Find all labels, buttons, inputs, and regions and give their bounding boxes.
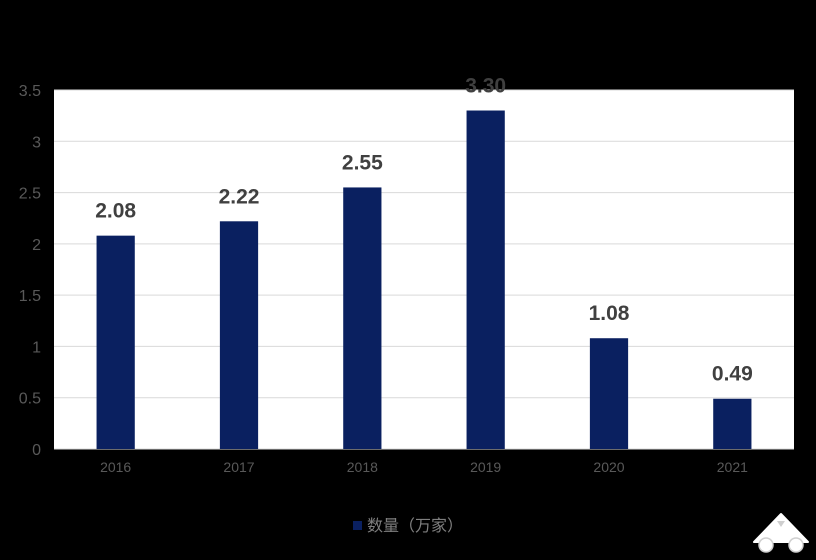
y-tick-label: 3.5 bbox=[19, 83, 41, 100]
plot-area bbox=[54, 90, 794, 449]
y-tick-label: 0.5 bbox=[19, 391, 41, 408]
x-tick-label: 2021 bbox=[717, 459, 748, 475]
y-tick-label: 1.5 bbox=[19, 288, 41, 305]
bar-2018 bbox=[343, 187, 382, 449]
bars bbox=[96, 110, 752, 449]
data-label-2019: 3.30 bbox=[465, 75, 506, 98]
gridlines bbox=[54, 89, 794, 450]
y-tick-label: 2 bbox=[32, 237, 41, 254]
data-label-2016: 2.08 bbox=[95, 200, 136, 223]
y-tick-label: 3 bbox=[32, 134, 41, 151]
bar-2017 bbox=[219, 221, 259, 449]
x-tick-label: 2017 bbox=[223, 459, 254, 475]
car-watermark-icon bbox=[753, 513, 809, 553]
bar-2016 bbox=[96, 235, 135, 449]
data-label-2018: 2.55 bbox=[342, 151, 383, 174]
bar-2021 bbox=[713, 398, 752, 449]
legend: 数量（万家） bbox=[0, 517, 816, 537]
data-label-2021: 0.49 bbox=[712, 363, 753, 386]
x-tick-label: 2018 bbox=[347, 459, 378, 475]
x-tick-label: 2020 bbox=[593, 459, 624, 475]
bar-2019 bbox=[466, 110, 505, 449]
data-labels: 2.08 2.22 2.55 3.30 1.08 0.49 bbox=[95, 75, 753, 386]
y-tick-label: 1 bbox=[32, 339, 41, 356]
legend-label: 数量（万家） bbox=[366, 518, 463, 535]
x-axis-ticks: 2016 2017 2018 2019 2020 2021 bbox=[100, 459, 748, 475]
bar-2020 bbox=[589, 338, 629, 449]
y-tick-label: 2.5 bbox=[19, 186, 41, 203]
y-tick-label: 0 bbox=[32, 442, 41, 459]
data-label-2017: 2.22 bbox=[219, 185, 260, 208]
x-tick-label: 2019 bbox=[470, 459, 501, 475]
data-label-2020: 1.08 bbox=[589, 302, 630, 325]
x-tick-label: 2016 bbox=[100, 459, 131, 475]
y-axis-ticks: 0 0.5 1 1.5 2 2.5 3 3.5 bbox=[19, 83, 41, 459]
legend-swatch bbox=[352, 521, 362, 530]
